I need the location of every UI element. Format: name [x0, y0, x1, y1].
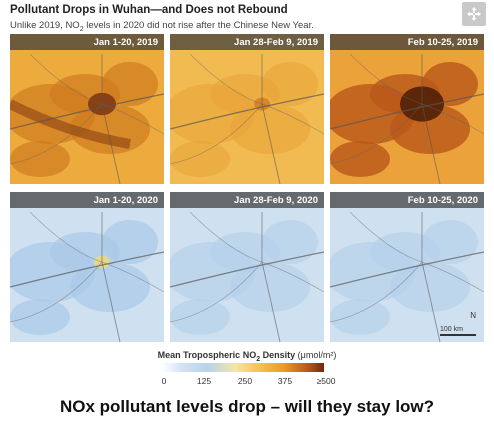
- legend-title-text: Mean Tropospheric NO: [157, 350, 257, 360]
- legend-color-bar: [162, 363, 324, 372]
- pollution-area: [210, 74, 280, 114]
- river-line: [10, 251, 164, 288]
- river-line: [170, 93, 324, 130]
- panel-date-label: Jan 1-20, 2020: [10, 192, 164, 208]
- legend-tick: 125: [196, 376, 212, 386]
- map-panel-late-jan-2020: Jan 28-Feb 9, 2020: [170, 192, 324, 342]
- caption: NOx pollutant levels drop – will they st…: [59, 397, 435, 416]
- map-image: [10, 192, 164, 342]
- river-line: [170, 251, 324, 288]
- pollution-area: [170, 299, 230, 335]
- panel-date-label: Feb 10-25, 2019: [330, 34, 484, 50]
- road-line: [10, 103, 103, 165]
- river-line: [330, 93, 484, 130]
- legend-tick: ≥500: [316, 376, 336, 386]
- pollution-area: [370, 232, 440, 272]
- map-image: [330, 192, 484, 342]
- road-line: [10, 261, 103, 323]
- pollution-area: [10, 299, 70, 335]
- river-line: [330, 251, 484, 288]
- legend-title: Mean Tropospheric NO2 Density (μmol/m²): [0, 350, 494, 363]
- pollution-area: [50, 232, 120, 272]
- scale-bar-label: 100 km: [440, 326, 463, 333]
- north-arrow-icon: N: [470, 311, 476, 320]
- pollution-area: [10, 141, 70, 177]
- subtitle-text: Unlike 2019, NO: [10, 20, 80, 31]
- pollution-area: [330, 141, 390, 177]
- pollution-band: [10, 99, 131, 149]
- panel-date-label: Jan 28-Feb 9, 2019: [170, 34, 324, 50]
- expand-arrows-icon[interactable]: [462, 2, 486, 26]
- pollution-area: [230, 262, 310, 312]
- subtitle-subscript: 2: [79, 25, 84, 33]
- road-line: [330, 103, 423, 165]
- map-image: [170, 192, 324, 342]
- map-panel-feb-2020: Feb 10-25, 2020 N 100 km: [330, 192, 484, 342]
- legend-title-text-end: Density: [260, 350, 296, 360]
- road-line: [170, 103, 263, 165]
- legend-unit: (μmol/m²): [297, 350, 337, 360]
- map-image: [170, 34, 324, 184]
- legend-tick: 375: [277, 376, 293, 386]
- figure-title: Pollutant Drops in Wuhan—and Does not Re…: [10, 4, 288, 16]
- map-panel-late-jan-2019: Jan 28-Feb 9, 2019: [170, 34, 324, 184]
- map-panel-jan-2020: Jan 1-20, 2020: [10, 192, 164, 342]
- scale-bar: 100 km: [440, 326, 476, 336]
- pollution-area: [70, 262, 150, 312]
- map-panel-jan-2019: Jan 1-20, 2019: [10, 34, 164, 184]
- scale-bar-line: [440, 334, 476, 336]
- pollution-area: [170, 141, 230, 177]
- legend-title-subscript: 2: [256, 355, 261, 363]
- figure-subtitle: Unlike 2019, NO2 levels in 2020 did not …: [10, 20, 314, 33]
- expand-arrows-glyph: [467, 7, 481, 21]
- road-line: [170, 261, 263, 323]
- pollution-area: [230, 104, 310, 154]
- legend-tick: 0: [161, 376, 167, 386]
- panel-date-label: Feb 10-25, 2020: [330, 192, 484, 208]
- pollution-area: [390, 262, 470, 312]
- panel-date-label: Jan 1-20, 2019: [10, 34, 164, 50]
- legend-tick: 250: [237, 376, 253, 386]
- subtitle-text-end: levels in 2020 did not rise after the Ch…: [83, 20, 314, 31]
- road-line: [330, 261, 423, 323]
- map-image: [10, 34, 164, 184]
- map-image: [330, 34, 484, 184]
- map-panel-feb-2019: Feb 10-25, 2019: [330, 34, 484, 184]
- pollution-area: [330, 299, 390, 335]
- river-line: [10, 93, 164, 130]
- pollution-area: [210, 232, 280, 272]
- panel-date-label: Jan 28-Feb 9, 2020: [170, 192, 324, 208]
